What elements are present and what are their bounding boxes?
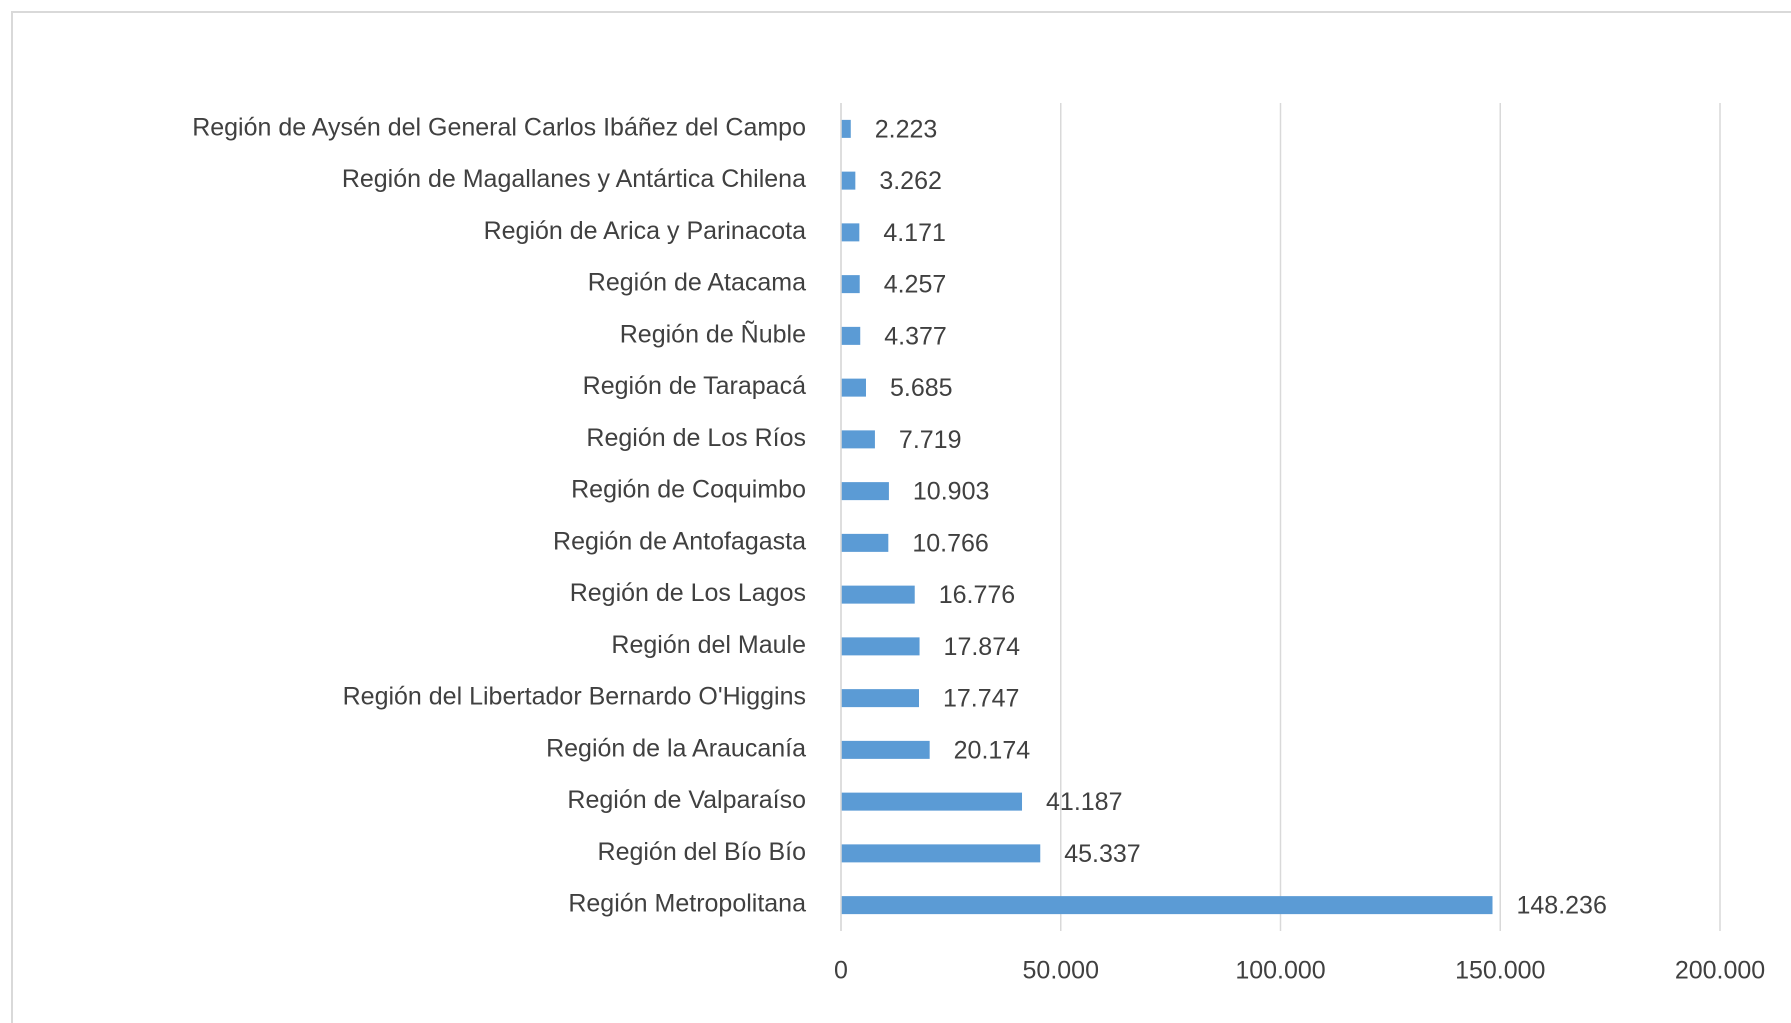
data-label: 148.236	[1516, 892, 1606, 920]
y-tick-label: Región del Libertador Bernardo O'Higgins	[343, 683, 806, 711]
y-tick-label: Región de Los Ríos	[586, 424, 806, 452]
y-tick-label: Región de Atacama	[588, 269, 806, 297]
bar	[841, 533, 889, 552]
data-label: 45.337	[1064, 840, 1140, 868]
data-label: 16.776	[939, 581, 1015, 609]
bar	[841, 844, 1041, 863]
bar	[841, 275, 860, 294]
x-tick-label: 0	[834, 957, 848, 985]
y-tick-label: Región de Arica y Parinacota	[484, 217, 807, 245]
data-label: 2.223	[875, 115, 938, 143]
chart-frame	[11, 11, 1791, 1023]
bar	[841, 119, 851, 138]
data-label: 4.257	[884, 271, 947, 299]
bar	[841, 689, 919, 708]
bar	[841, 326, 861, 345]
data-label: 10.766	[912, 529, 988, 557]
bar	[841, 430, 875, 449]
y-tick-label: Región de Aysén del General Carlos Ibáñe…	[192, 113, 806, 141]
bar	[841, 585, 915, 604]
data-label: 4.171	[883, 219, 946, 247]
bar	[841, 792, 1023, 811]
data-label: 7.719	[899, 426, 962, 454]
data-label: 41.187	[1046, 788, 1122, 816]
data-label: 10.903	[913, 478, 989, 506]
bar	[841, 482, 889, 501]
data-label: 4.377	[884, 322, 947, 350]
data-label: 17.874	[944, 633, 1021, 661]
x-tick-label: 100.000	[1235, 957, 1325, 985]
data-label: 3.262	[879, 167, 942, 195]
y-tick-label: Región de Tarapacá	[583, 372, 806, 400]
y-tick-label: Región del Maule	[611, 631, 806, 659]
data-label: 20.174	[954, 736, 1031, 764]
data-label: 17.747	[943, 685, 1019, 713]
bar	[841, 896, 1493, 915]
bar	[841, 637, 920, 656]
y-tick-label: Región de Valparaíso	[567, 786, 806, 814]
y-tick-label: Región de Los Lagos	[570, 579, 806, 607]
bar	[841, 223, 860, 242]
y-tick-label: Región Metropolitana	[568, 890, 806, 918]
y-tick-label: Región de Antofagasta	[553, 527, 806, 555]
y-tick-label: Región de la Araucanía	[546, 734, 806, 762]
bar	[841, 378, 866, 397]
x-tick-label: 200.000	[1675, 957, 1765, 985]
y-tick-label: Región de Magallanes y Antártica Chilena	[342, 165, 806, 193]
bar	[841, 740, 930, 759]
y-tick-label: Región de Coquimbo	[571, 476, 806, 504]
x-tick-label: 50.000	[1023, 957, 1099, 985]
x-tick-label: 150.000	[1455, 957, 1545, 985]
data-label: 5.685	[890, 374, 953, 402]
y-tick-label: Región del Bío Bío	[598, 838, 806, 866]
y-tick-label: Región de Ñuble	[620, 319, 806, 348]
bar	[841, 171, 856, 190]
